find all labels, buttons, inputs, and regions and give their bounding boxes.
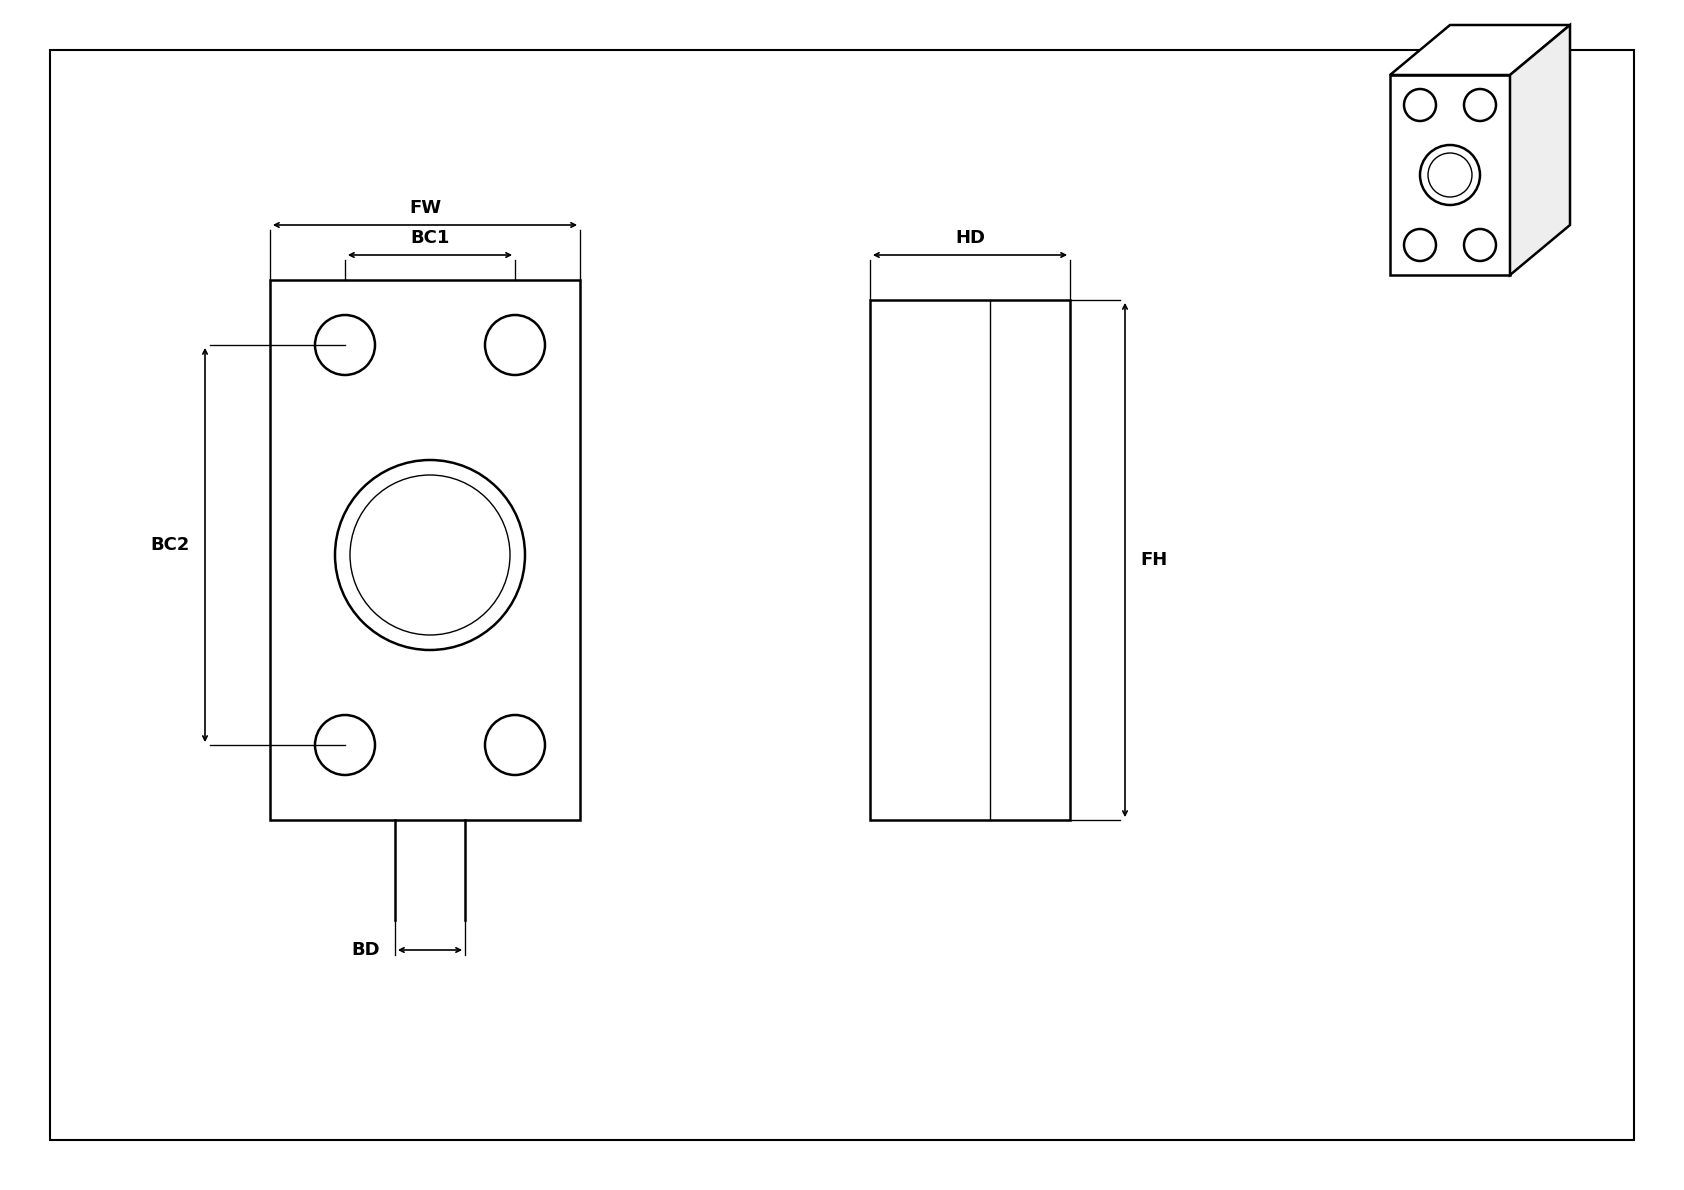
Bar bbox=[1389, 75, 1511, 275]
Circle shape bbox=[1404, 228, 1436, 261]
Circle shape bbox=[1428, 154, 1472, 198]
Text: BC2: BC2 bbox=[150, 536, 190, 555]
Bar bbox=[269, 280, 579, 820]
Bar bbox=[871, 300, 1069, 820]
Text: FW: FW bbox=[409, 199, 441, 217]
Circle shape bbox=[1463, 228, 1495, 261]
Polygon shape bbox=[1511, 25, 1569, 275]
Circle shape bbox=[1420, 145, 1480, 205]
Polygon shape bbox=[1389, 25, 1569, 75]
Text: HD: HD bbox=[955, 228, 985, 248]
Text: FH: FH bbox=[1140, 551, 1167, 569]
Text: BC1: BC1 bbox=[411, 228, 450, 248]
Circle shape bbox=[1404, 89, 1436, 121]
Text: BD: BD bbox=[352, 941, 381, 959]
Circle shape bbox=[1463, 89, 1495, 121]
